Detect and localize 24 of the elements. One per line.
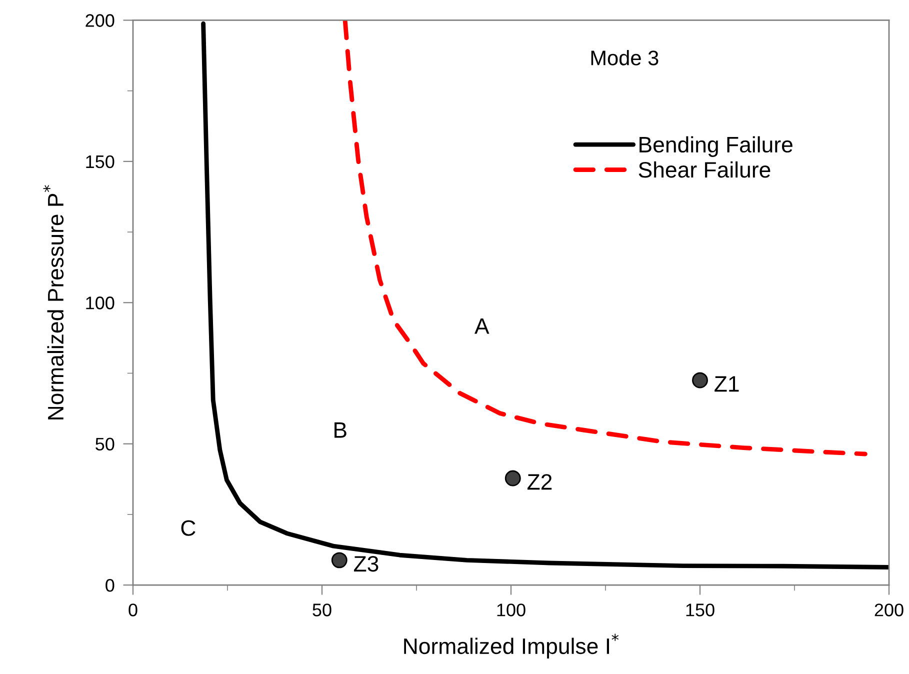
x-tick-label: 200 <box>874 604 904 616</box>
y-tick-label: 50 <box>96 438 114 451</box>
annotation: Z1 <box>714 376 739 392</box>
x-tick-label: 100 <box>497 604 526 616</box>
y-tick-label: 200 <box>86 14 114 27</box>
x-axis-title: Normalized Impulse I$^{*}$ <box>404 634 619 658</box>
y-axis-title: Normalized Pressure P$^{*}$ <box>43 185 64 420</box>
annotation: C <box>181 520 196 536</box>
x-tick-label: 150 <box>686 604 714 616</box>
point <box>504 470 521 486</box>
x-tick-label: 0 <box>128 604 138 616</box>
annotation: A <box>474 318 490 334</box>
annotation: Z2 <box>527 474 552 490</box>
point <box>331 552 348 568</box>
x-tick-label: 50 <box>312 604 332 616</box>
text: Mode 3 <box>591 50 658 66</box>
y-tick-label: 0 <box>106 578 114 592</box>
legend-label: Shear Failure <box>638 161 770 178</box>
y-tick-label: 100 <box>86 296 114 310</box>
annotation: Z3 <box>354 556 378 572</box>
annotation: B <box>334 422 346 438</box>
y-tick-label: 150 <box>86 155 114 168</box>
legend-label: Bending Failure <box>640 136 792 157</box>
point <box>692 372 708 388</box>
